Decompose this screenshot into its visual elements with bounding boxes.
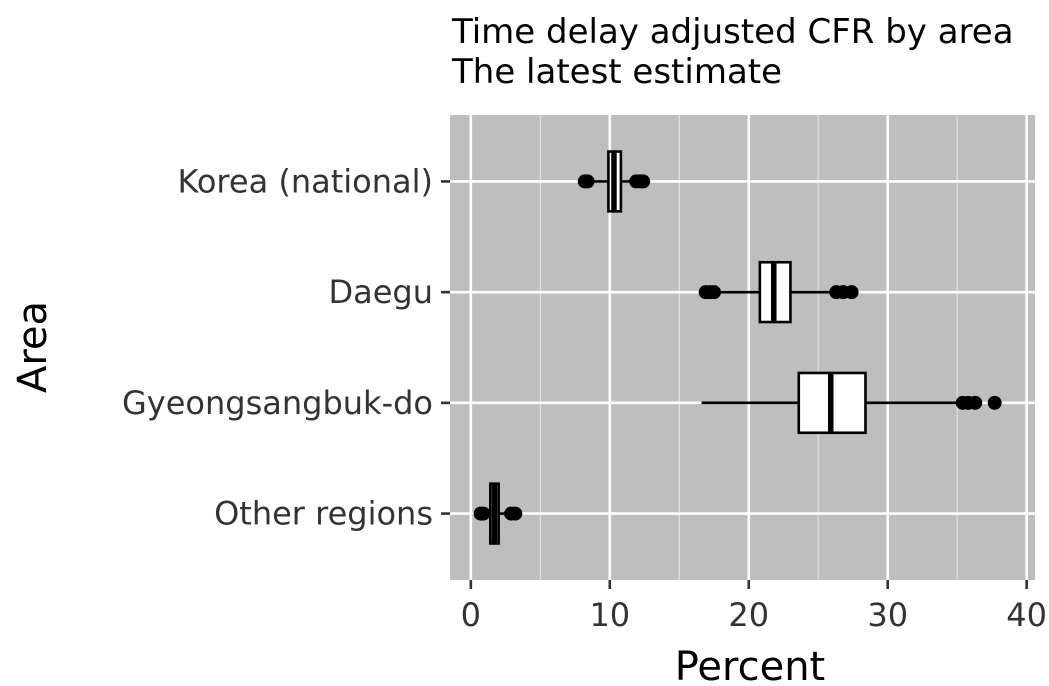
x-tick-label: 30 bbox=[867, 596, 908, 634]
outlier-point bbox=[844, 285, 859, 300]
chart-title: Time delay adjusted CFR by area bbox=[451, 12, 1014, 52]
y-tick-label: Other regions bbox=[214, 495, 433, 533]
x-tick-label: 40 bbox=[1006, 596, 1047, 634]
chart-subtitle: The latest estimate bbox=[451, 52, 782, 92]
outlier-point bbox=[987, 395, 1002, 410]
x-tick-label: 0 bbox=[461, 596, 481, 634]
outlier-point bbox=[636, 174, 651, 189]
outlier-point bbox=[968, 395, 983, 410]
y-axis-title: Area bbox=[10, 301, 56, 393]
axis-ticks bbox=[441, 180, 1028, 589]
y-tick-label: Daegu bbox=[328, 273, 433, 311]
x-tick-label: 10 bbox=[589, 596, 630, 634]
x-tick-labels: 0 10 20 30 40 bbox=[461, 596, 1047, 634]
x-tick-label: 20 bbox=[728, 596, 769, 634]
plot-panel bbox=[450, 115, 1035, 580]
box-other-regions bbox=[473, 482, 523, 545]
outlier-point bbox=[707, 285, 722, 300]
outlier-point bbox=[580, 174, 595, 189]
y-tick-labels: Korea (national) Daegu Gyeongsangbuk-do Oth… bbox=[122, 162, 433, 532]
outlier-point bbox=[476, 506, 491, 521]
box-daegu bbox=[698, 260, 859, 324]
box-layer bbox=[473, 150, 1002, 545]
y-tick-label: Gyeongsangbuk-do bbox=[122, 384, 433, 422]
outlier-point bbox=[508, 506, 523, 521]
box-korea-national bbox=[577, 150, 651, 213]
x-axis-title: Percent bbox=[675, 644, 826, 686]
box-gyeongsangbuk-do bbox=[701, 371, 1002, 435]
y-tick-label: Korea (national) bbox=[177, 162, 433, 200]
